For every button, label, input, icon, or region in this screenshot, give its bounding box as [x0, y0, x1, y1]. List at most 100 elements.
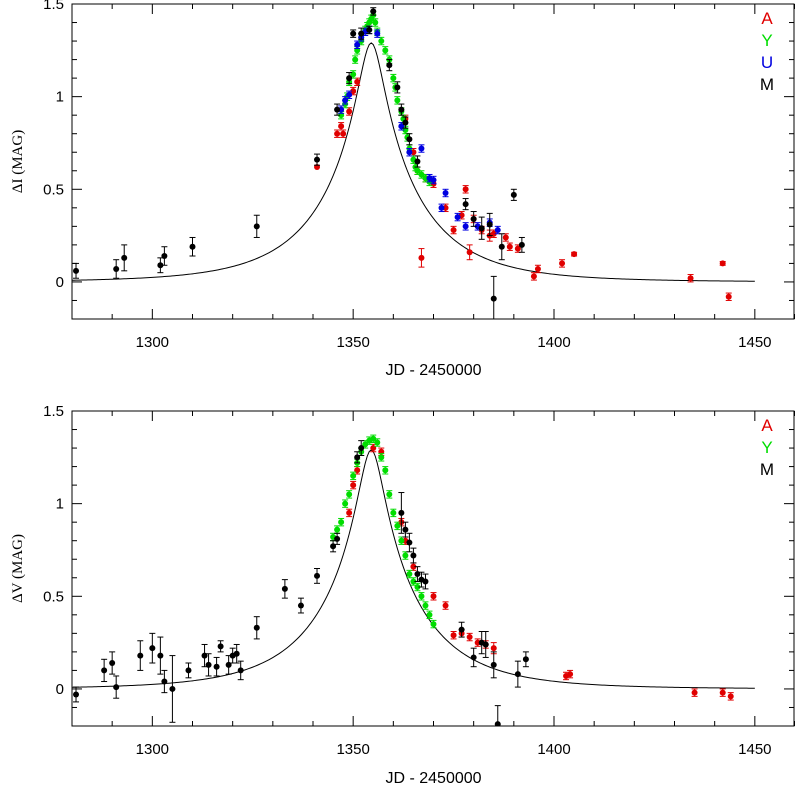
legend-entry-M: M: [760, 75, 774, 94]
data-point: [157, 652, 164, 659]
data-point: [297, 602, 304, 609]
data-point: [161, 678, 168, 685]
data-point: [358, 30, 365, 37]
data-point: [462, 186, 469, 193]
y-tick-label: 0: [56, 274, 64, 291]
data-point: [406, 571, 413, 578]
data-point: [426, 611, 433, 618]
data-point: [342, 500, 349, 507]
data-point: [281, 585, 288, 592]
data-point: [73, 691, 80, 698]
data-point: [346, 108, 353, 115]
data-point: [346, 509, 353, 516]
legend-entry-U: U: [761, 53, 773, 72]
data-point: [490, 295, 497, 302]
data-point: [205, 661, 212, 668]
data-point: [442, 190, 449, 196]
data-point: [366, 26, 373, 33]
data-point: [414, 167, 421, 174]
data-point: [362, 441, 369, 448]
data-point: [394, 97, 401, 104]
data-point: [514, 245, 521, 252]
data-point: [213, 663, 220, 670]
legend-entry-Y: Y: [761, 31, 772, 50]
data-point: [398, 509, 405, 516]
data-point: [185, 667, 192, 674]
x-tick-label: 1350: [336, 741, 369, 758]
data-point: [462, 201, 469, 208]
data-point: [482, 641, 489, 648]
data-point: [506, 243, 513, 250]
series-M: [73, 7, 525, 319]
data-point: [137, 652, 144, 659]
data-point: [394, 84, 401, 91]
y-tick-label: 1: [56, 496, 64, 513]
data-point: [494, 227, 501, 234]
data-point: [418, 171, 425, 178]
data-point: [494, 721, 501, 726]
data-point: [454, 214, 461, 221]
data-point: [378, 38, 385, 45]
data-point: [374, 439, 381, 446]
y-tick-label: 0: [56, 681, 64, 698]
data-point: [406, 539, 413, 546]
data-point: [350, 472, 357, 479]
data-point: [402, 119, 409, 126]
data-point: [518, 241, 525, 248]
data-point: [350, 482, 357, 489]
data-point: [189, 243, 196, 250]
data-point: [418, 254, 425, 261]
data-point: [462, 223, 469, 230]
data-point: [510, 191, 517, 198]
data-point: [340, 130, 347, 137]
data-point: [418, 593, 425, 600]
data-point: [418, 145, 425, 152]
data-point: [169, 685, 176, 692]
data-point: [370, 435, 377, 442]
series-Y: [330, 434, 437, 629]
data-point: [422, 602, 429, 609]
data-point: [414, 158, 421, 165]
data-point: [522, 656, 529, 663]
y-tick-label: 1.5: [43, 403, 64, 420]
model-curve: [72, 449, 755, 689]
data-point: [149, 645, 156, 652]
legend-entry-A: A: [761, 9, 773, 28]
data-point: [338, 123, 345, 130]
data-point: [350, 30, 357, 37]
data-point: [406, 149, 413, 156]
data-point: [346, 91, 353, 98]
series-M: [73, 440, 529, 726]
data-point: [382, 467, 389, 474]
data-point: [402, 552, 409, 559]
data-point: [334, 106, 341, 113]
data-point: [334, 526, 341, 533]
data-point: [101, 667, 108, 674]
data-point: [354, 78, 361, 85]
data-point: [161, 253, 168, 259]
model-curve: [72, 42, 755, 282]
data-point: [498, 243, 505, 250]
data-point: [314, 156, 321, 163]
data-point: [314, 572, 321, 579]
data-point: [338, 519, 345, 526]
y-tick-label: 0.5: [43, 588, 64, 605]
data-point: [334, 130, 341, 137]
data-point: [398, 106, 405, 113]
data-point: [398, 537, 405, 544]
data-point: [430, 593, 437, 600]
data-point: [470, 215, 477, 222]
data-point: [374, 30, 381, 37]
data-point: [571, 251, 578, 258]
data-point: [442, 602, 449, 609]
series-A: [346, 443, 734, 701]
data-point: [534, 265, 541, 272]
series-U: [338, 25, 501, 235]
data-point: [253, 624, 260, 631]
data-point: [727, 693, 734, 700]
y-tick-label: 0.5: [43, 181, 64, 198]
data-point: [217, 643, 224, 650]
data-point: [502, 234, 509, 241]
data-point: [559, 260, 566, 267]
